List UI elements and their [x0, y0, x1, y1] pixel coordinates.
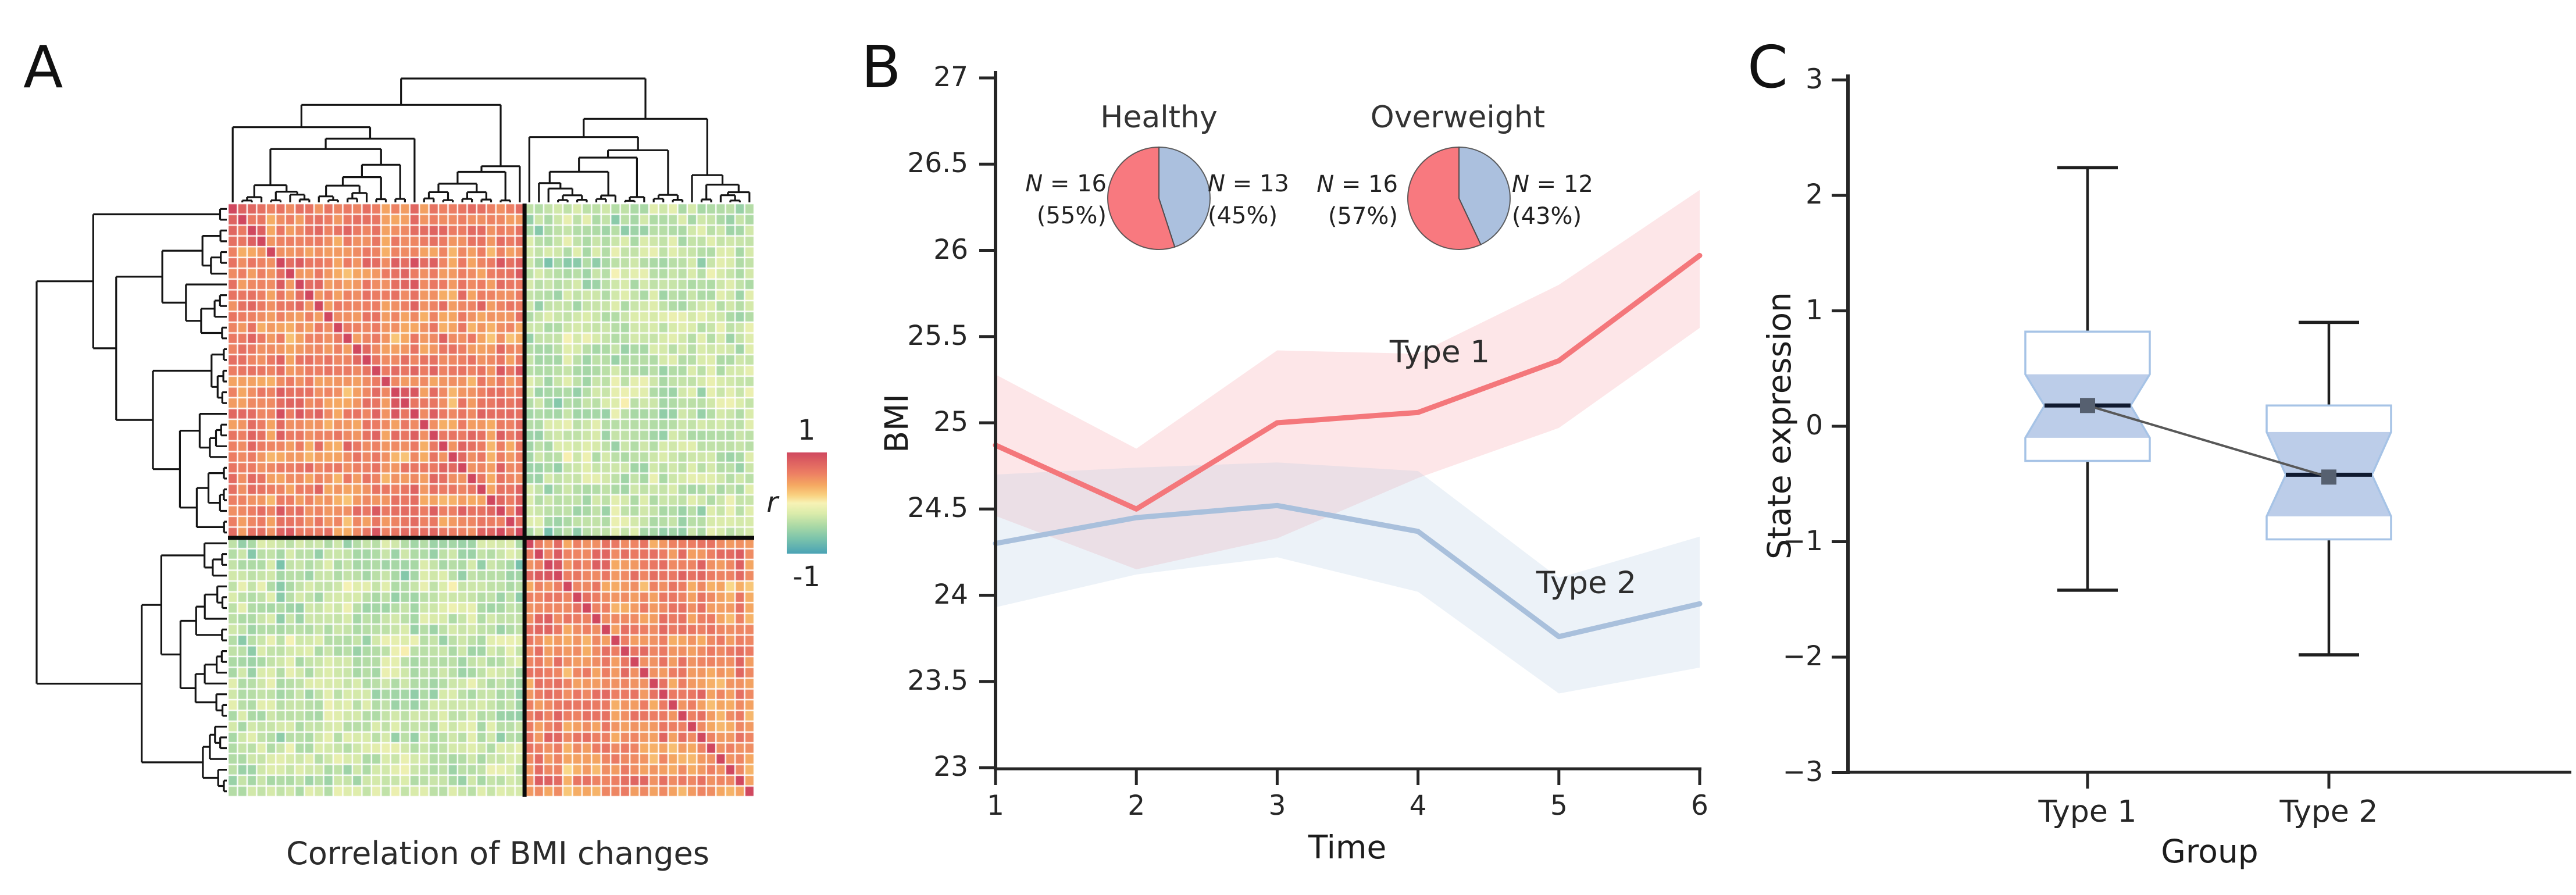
b-y-tick-label: 23: [933, 751, 968, 783]
b-y-tick-label: 25.5: [907, 319, 968, 352]
b-x-tick-label: 5: [1550, 790, 1568, 822]
c-mean-marker: [2321, 469, 2336, 485]
n-italic: N: [1025, 170, 1043, 197]
c-x-axis-label: Group: [2161, 833, 2259, 870]
b-annotation-type1: Type 1: [1389, 334, 1490, 370]
pie-healthy-left-label: N = 16 (55%): [944, 168, 1107, 232]
n-value: = 16: [1334, 171, 1398, 198]
pct-value: (55%): [1036, 202, 1107, 230]
b-annotation-type2: Type 2: [1536, 565, 1637, 601]
b-x-axis-label: Time: [1308, 829, 1387, 866]
band-type-1: [996, 190, 1700, 569]
c-mean-connector: [2087, 404, 2329, 479]
panel-a-letter: A: [23, 33, 63, 101]
line-type-1: [993, 252, 1703, 512]
pie-title-healthy: Healthy: [1100, 100, 1218, 135]
pct-value: (45%): [1208, 202, 1278, 230]
b-y-tick-label: 23.5: [907, 664, 968, 697]
c-y-tick-label: −2: [1782, 640, 1823, 672]
b-x-tick-label: 3: [1268, 790, 1286, 822]
n-italic: N: [1316, 171, 1335, 198]
c-box-outline: [2265, 404, 2392, 541]
colorbar-min-label: -1: [793, 561, 820, 593]
c-y-tick-label: 1: [1806, 294, 1823, 326]
panel-a-caption: Correlation of BMI changes: [286, 835, 709, 872]
b-y-tick-label: 25: [933, 406, 968, 438]
c-y-tick-label: 3: [1806, 63, 1823, 95]
pie-healthy-right-label: N = 13 (45%): [1208, 168, 1371, 232]
c-category-type1: Type 1: [2038, 794, 2137, 829]
colorbar-gradient: [787, 452, 827, 554]
pie-title-overweight: Overweight: [1370, 100, 1546, 135]
c-y-tick-label: −1: [1782, 525, 1823, 557]
c-box-outline: [2024, 330, 2151, 462]
n-italic: N: [1512, 171, 1529, 198]
n-italic: N: [1208, 170, 1225, 197]
c-category-type2: Type 2: [2279, 794, 2378, 829]
n-value: = 12: [1529, 171, 1593, 198]
pie-healthy-right-slice: [1158, 146, 1211, 248]
c-y-tick-label: 0: [1806, 409, 1823, 441]
dendrogram-top: [231, 77, 751, 202]
pie-healthy-left-slice: [1107, 146, 1176, 250]
pie-overweight-left-label: N = 16 (57%): [1235, 169, 1398, 233]
panel-c-letter: C: [1747, 33, 1788, 101]
b-x-tick-label: 1: [987, 790, 1004, 822]
n-value: = 13: [1225, 170, 1289, 197]
b-y-tick-label: 27: [933, 61, 968, 93]
pct-value: (43%): [1512, 203, 1582, 230]
b-x-tick-label: 6: [1691, 790, 1708, 822]
c-y-tick-label: −3: [1782, 755, 1823, 788]
b-y-tick-label: 26: [933, 233, 968, 266]
b-y-tick-label: 24.5: [907, 492, 968, 525]
b-x-tick-label: 4: [1409, 790, 1427, 822]
panel-b-letter: B: [861, 33, 901, 101]
pie-overweight-right-slice: [1458, 146, 1511, 245]
dendrogram-left: [35, 208, 227, 793]
pie-overweight-left-slice: [1407, 146, 1482, 250]
band-type-2: [996, 462, 1700, 694]
b-x-tick-label: 2: [1128, 790, 1146, 822]
colorbar-r-label: r: [766, 486, 778, 519]
correlation-heatmap: [228, 204, 754, 797]
pie-overweight-right-label: N = 12 (43%): [1512, 169, 1675, 233]
c-y-tick-label: 2: [1806, 179, 1823, 211]
b-y-tick-label: 24: [933, 578, 968, 611]
line-type-2: [993, 502, 1703, 640]
c-mean-marker: [2080, 398, 2095, 413]
colorbar-max-label: 1: [797, 414, 816, 447]
b-y-tick-label: 26.5: [907, 147, 968, 180]
pct-value: (57%): [1328, 203, 1398, 230]
n-value: = 16: [1043, 170, 1107, 197]
